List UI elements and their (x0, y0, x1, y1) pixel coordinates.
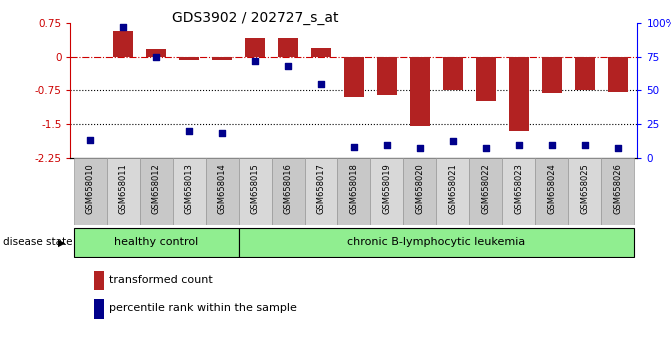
Bar (403, 158, 436, 225)
Bar (239, 228, 634, 257)
Bar (305, 158, 338, 225)
Text: transformed count: transformed count (109, 275, 213, 285)
Text: GSM658023: GSM658023 (514, 163, 523, 214)
Text: GSM658024: GSM658024 (548, 163, 556, 214)
Bar (172, 158, 205, 225)
Text: healthy control: healthy control (114, 237, 199, 247)
Point (513, 143, 524, 148)
Point (250, 58, 260, 63)
Point (315, 81, 326, 86)
Text: GSM658017: GSM658017 (317, 163, 325, 214)
Bar (377, 57, 397, 95)
Bar (542, 57, 562, 93)
Point (613, 145, 623, 151)
Text: GSM658016: GSM658016 (284, 163, 293, 214)
Text: GSM658020: GSM658020 (415, 163, 424, 214)
Text: GSM658026: GSM658026 (613, 163, 622, 214)
Point (348, 144, 359, 150)
Bar (205, 158, 239, 225)
Bar (568, 158, 601, 225)
Bar (311, 48, 331, 57)
Bar (503, 158, 535, 225)
Bar (443, 57, 463, 90)
Text: ▶: ▶ (58, 238, 66, 247)
Bar (535, 158, 568, 225)
Text: disease state: disease state (3, 238, 73, 247)
Text: GSM658011: GSM658011 (119, 163, 127, 214)
Bar (370, 158, 403, 225)
Point (415, 145, 425, 151)
Bar (245, 38, 265, 57)
Bar (212, 57, 232, 60)
Text: GSM658022: GSM658022 (481, 163, 491, 214)
Text: GSM658021: GSM658021 (448, 163, 458, 214)
Bar (476, 57, 496, 101)
Bar (469, 158, 503, 225)
Bar (338, 158, 370, 225)
Bar (107, 158, 140, 225)
Point (382, 143, 393, 148)
Point (579, 143, 590, 148)
Bar (179, 57, 199, 60)
Text: GDS3902 / 202727_s_at: GDS3902 / 202727_s_at (172, 11, 338, 25)
Point (184, 128, 195, 133)
Bar (509, 57, 529, 131)
Bar (601, 158, 634, 225)
Bar (74, 158, 107, 225)
Text: GSM658014: GSM658014 (217, 163, 227, 214)
Bar (140, 158, 172, 225)
Point (85, 137, 95, 143)
Bar (344, 57, 364, 97)
Text: percentile rank within the sample: percentile rank within the sample (109, 303, 297, 313)
Bar (278, 38, 298, 57)
Text: GSM658013: GSM658013 (185, 163, 194, 214)
Point (217, 131, 227, 136)
Point (118, 24, 129, 30)
Bar (436, 158, 469, 225)
Point (448, 138, 458, 144)
Text: GSM658010: GSM658010 (86, 163, 95, 214)
Text: GSM658019: GSM658019 (382, 163, 391, 214)
Bar (575, 57, 595, 90)
Bar (608, 57, 627, 92)
Point (282, 63, 293, 69)
Point (480, 145, 491, 151)
Bar (74, 228, 239, 257)
Bar (146, 48, 166, 57)
Text: GSM658018: GSM658018 (350, 163, 358, 214)
Text: GSM658025: GSM658025 (580, 163, 589, 214)
Text: chronic B-lymphocytic leukemia: chronic B-lymphocytic leukemia (347, 237, 525, 247)
Point (151, 54, 162, 59)
Bar (239, 158, 272, 225)
Text: GSM658015: GSM658015 (250, 163, 260, 214)
Bar (410, 57, 429, 126)
Bar (272, 158, 305, 225)
Bar (113, 31, 133, 57)
Text: GSM658012: GSM658012 (152, 163, 160, 214)
Point (546, 143, 557, 148)
